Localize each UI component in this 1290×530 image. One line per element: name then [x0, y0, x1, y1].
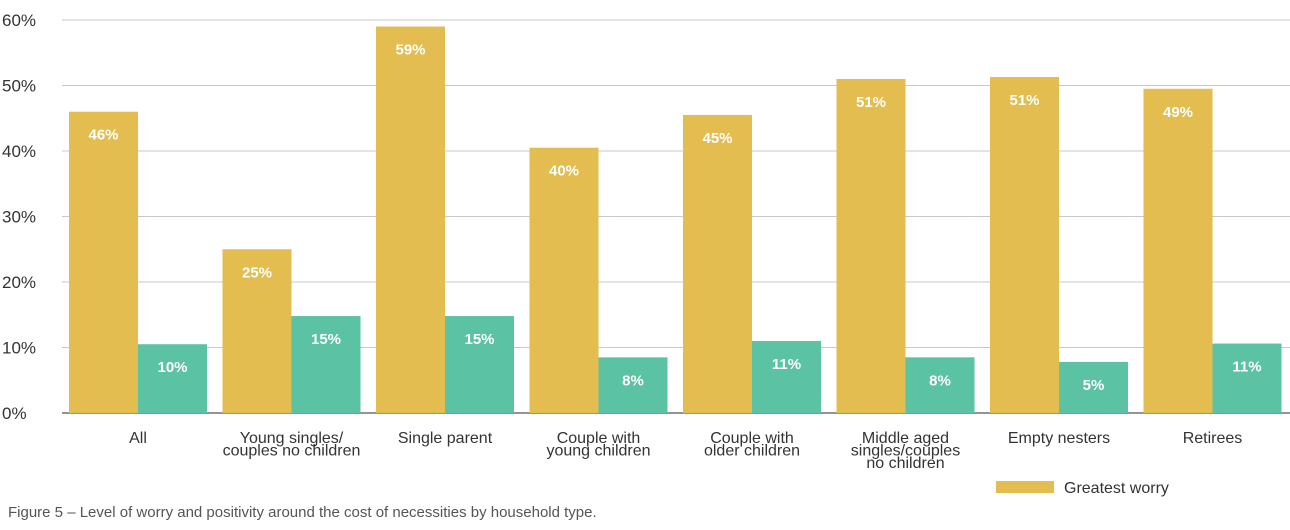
y-tick-label: 10%	[2, 339, 36, 358]
category-label: older children	[704, 443, 800, 460]
data-label: 40%	[549, 163, 579, 180]
bar-greatest-worry	[529, 147, 599, 413]
bar-greatest-worry	[990, 76, 1059, 414]
bar-greatest-positive	[598, 357, 668, 413]
data-label: 45%	[702, 130, 732, 147]
category-label: couples no children	[223, 443, 361, 460]
data-label: 8%	[929, 372, 951, 389]
bars	[69, 26, 1282, 414]
bar-greatest-positive	[1059, 361, 1128, 413]
bar-greatest-worry	[1143, 88, 1213, 414]
category-label: Empty nesters	[1008, 430, 1110, 447]
bar-greatest-positive	[138, 344, 207, 413]
category-label: All	[129, 430, 147, 447]
data-label: 51%	[856, 94, 886, 111]
category-label: Couple with	[710, 430, 794, 447]
bar-greatest-positive	[291, 316, 361, 413]
data-label: 59%	[395, 42, 425, 59]
data-label: 15%	[464, 331, 494, 348]
bar-greatest-worry	[69, 111, 138, 413]
category-label: Retirees	[1183, 430, 1243, 447]
data-label: 11%	[1232, 359, 1261, 376]
data-label: 15%	[311, 331, 341, 348]
bar-greatest-positive	[905, 357, 975, 413]
category-label: no children	[866, 455, 944, 472]
bar-greatest-positive	[445, 316, 514, 413]
data-label: 51%	[1009, 92, 1039, 109]
data-label: 25%	[242, 264, 272, 281]
data-label: 49%	[1163, 104, 1193, 121]
y-tick-label: 50%	[2, 77, 36, 96]
legend-swatch-worry	[996, 481, 1054, 493]
bar-greatest-positive	[1212, 343, 1282, 413]
bar-greatest-worry	[683, 114, 752, 413]
data-label: 8%	[622, 372, 644, 389]
category-label: singles/couples	[851, 443, 960, 460]
data-label: 5%	[1083, 377, 1105, 394]
y-tick-label: 60%	[2, 11, 36, 30]
category-labels: All Young singles/couples no children Sing…	[129, 430, 1242, 472]
bar-greatest-worry	[836, 78, 906, 413]
y-axis-ticks: 0% 10% 20% 30% 40% 50% 60%	[2, 11, 36, 423]
bar-greatest-positive	[752, 340, 821, 413]
category-label: Couple with	[557, 430, 641, 447]
bar-chart: 0%10%20%30%40%50%60% 46%10%25%15%59%15%4…	[2, 11, 1290, 497]
legend-label: Greatest worry	[1064, 480, 1169, 497]
y-tick-label: 0%	[2, 404, 27, 423]
legend: Greatest worryGreatest positive	[996, 480, 1169, 497]
y-tick-label: 20%	[2, 273, 36, 292]
data-label: 11%	[772, 356, 801, 373]
y-tick-label: 40%	[2, 142, 36, 161]
bar-greatest-worry	[376, 26, 445, 414]
bar-greatest-worry	[222, 249, 292, 413]
category-label: Middle aged	[862, 430, 949, 447]
data-label: 10%	[157, 359, 187, 376]
data-labels: 46% 10% 25% 15% 59% 15% 40% 8% 45% 11% 51% 8% 51% 5% 4…	[88, 42, 1261, 394]
category-label: Single parent	[398, 430, 493, 447]
figure-caption: Figure 5 – Level of worry and positivity…	[8, 504, 597, 521]
category-label: Young singles/	[240, 430, 344, 447]
y-tick-label: 30%	[2, 208, 36, 227]
data-label: 46%	[88, 127, 118, 144]
category-label: young children	[546, 443, 650, 460]
